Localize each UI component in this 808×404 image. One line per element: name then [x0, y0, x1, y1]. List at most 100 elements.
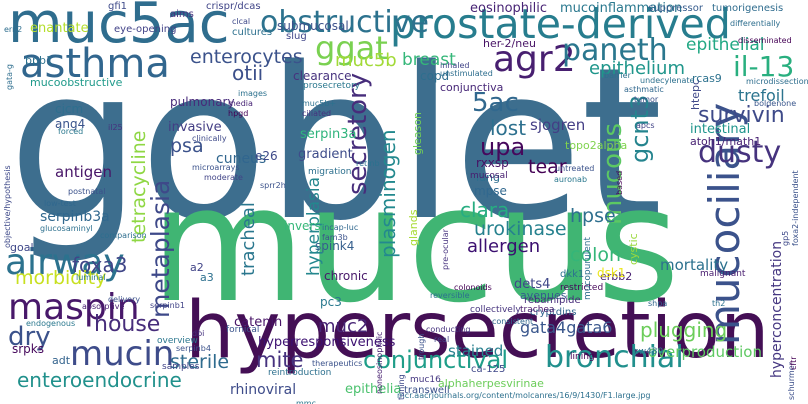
word-paneth: paneth [562, 33, 668, 68]
word-mucin: mucin [70, 334, 175, 374]
word-restricted: restricted [560, 283, 604, 293]
word-cjcm: cjcm [55, 102, 84, 116]
word-fornical: fornical [226, 325, 260, 335]
word-gradient: gradient [298, 147, 353, 162]
word-cultures: cultures [232, 27, 273, 38]
word-migration: migration [308, 167, 352, 177]
word-topo2alpha: topo2alpha [565, 139, 628, 152]
word-epithelia: epithelia [345, 382, 402, 397]
word-il25: il25 [108, 123, 123, 132]
word-cftr: cftr [789, 356, 798, 371]
word-srpks: srpks [12, 342, 45, 356]
word-lung: lung [476, 171, 500, 184]
word-gfi1: gfi1 [108, 1, 128, 12]
word-ern2: ern2 [4, 25, 23, 34]
word-rhinoviral: rhinoviral [230, 382, 297, 398]
word-obstructive: obstructive [260, 5, 429, 40]
word-gp5: gp5 [781, 230, 790, 246]
word-epithelium: epithelium [589, 58, 685, 79]
word-suppressor: suppressor [648, 3, 703, 14]
word-pre-ocular: pre-ocular [441, 229, 450, 270]
word-plugging: plugging [640, 318, 728, 342]
word-enantate: enantate [30, 21, 89, 36]
word-bronchial: bronchial [545, 340, 684, 375]
word-morbidity: morbidity [15, 267, 107, 289]
word-e26: e26 [255, 149, 278, 163]
word-ciliated: ciliated [302, 109, 332, 118]
word-survivin: survivin [698, 103, 785, 128]
word-postnatal: postnatal [68, 187, 106, 196]
word-therapeutics: therapeutics [312, 359, 363, 368]
word-samples: samples [162, 362, 200, 372]
word-shpa: shpa [648, 299, 668, 308]
word-hpse: hpse [570, 205, 616, 227]
word-asthmatic: asthmatic [624, 85, 664, 94]
word-forced: forced [58, 127, 84, 136]
word-incap-luc: incap-luc [322, 223, 359, 232]
word-microarrays: microarrays [192, 163, 240, 172]
word-hpgd: hpgd [228, 109, 249, 118]
word-untreated: untreated [555, 164, 595, 173]
word-real: real [434, 335, 450, 344]
word-mucopurulent: mucopurulent [583, 236, 593, 300]
word-reintroduction: reintroduction [268, 368, 332, 378]
word-dets4: dets4 [514, 277, 551, 292]
word-house: house [94, 312, 161, 337]
word-tetracycline: tetracycline [128, 130, 150, 243]
word-overproduction: overproduction [648, 343, 762, 361]
word-mucosal: mucosal [470, 171, 508, 181]
word-mucus: mucus [150, 151, 680, 338]
word-slug: slug [286, 31, 307, 42]
word-differentially: differentially [730, 19, 781, 28]
word-muc2: muc2 [318, 316, 369, 337]
word-clcal: clcal [232, 17, 251, 26]
word-gleason: gleason [411, 112, 424, 155]
word-serpin3a: serpin3a [300, 127, 357, 142]
word-fam3b: fam3b [322, 233, 348, 242]
word-auronab: auronab [554, 175, 588, 184]
word-aims: aims [170, 9, 194, 20]
word-clara: clara [460, 198, 510, 222]
word-conjunctival: conjunctival [363, 346, 509, 374]
word-clearance: clearance [293, 69, 352, 83]
word-reversible: reversible [430, 291, 470, 300]
word-invasive: invasive [168, 120, 222, 135]
word-absorptive: absorptive [82, 302, 125, 311]
word-mmc: mmc [296, 399, 316, 404]
word-ang4: ang4 [55, 117, 86, 131]
word-th2: th2 [712, 299, 726, 308]
word-lining: lining [570, 352, 595, 362]
word-il-13: il-13 [733, 50, 795, 83]
word-submucosal: submucosal [277, 19, 349, 33]
word-based: based [615, 170, 624, 195]
word-glucosaminyl: glucosaminyl [40, 224, 93, 233]
word-rcas9: rcas9 [692, 72, 722, 85]
word-conjunctiva: conjunctiva [440, 81, 504, 94]
word-serpinb1: serpinb1 [150, 301, 185, 310]
word-upa: upa [480, 133, 526, 161]
word-low-test: low-test [44, 199, 76, 208]
word-mucoobstructive: mucoobstructive [30, 76, 123, 89]
word-sw480: sw480 [634, 347, 664, 357]
word-adt: adt [52, 354, 71, 367]
word-sterile: sterile [170, 351, 230, 373]
word-hyperconcentration: hyperconcentration [769, 240, 785, 378]
word-atoh1-math1: atoh1/math1 [690, 135, 762, 148]
word-plasminogen: plasminogen [376, 129, 400, 258]
word-otii: otii [232, 61, 264, 85]
word-images: images [238, 89, 268, 98]
word-media: media [228, 99, 253, 108]
word-lost: lost [490, 116, 527, 140]
word-cryptdins: cryptdins [530, 307, 577, 318]
word-moderate: moderate [204, 173, 243, 182]
word-a3: a3 [200, 271, 214, 284]
word-urokinase: urokinase [474, 218, 567, 240]
word-disseminated: disseminated [738, 36, 792, 45]
word-stained: stained [448, 342, 504, 360]
word-agr2: agr2 [493, 39, 576, 80]
word-rxxsp: rxxsp [476, 156, 509, 170]
word-retinb: retinb [356, 159, 380, 168]
word-goal: goal [10, 241, 34, 254]
word-cystic: cystic [627, 233, 640, 265]
word-foxa3: foxa3 [72, 253, 128, 277]
